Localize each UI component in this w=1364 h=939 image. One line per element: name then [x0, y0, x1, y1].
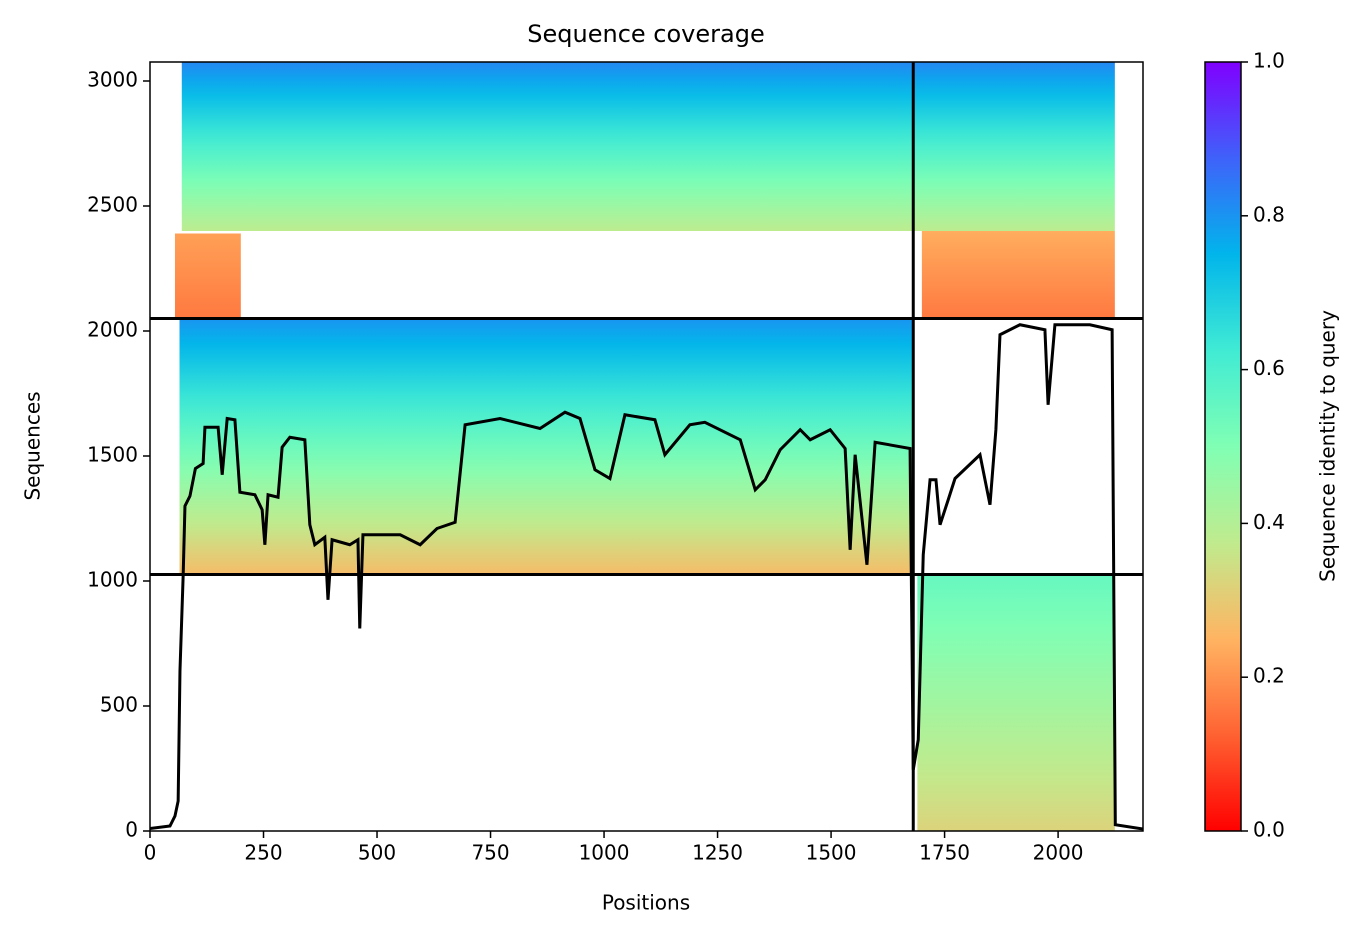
coverage-block: [913, 62, 1115, 231]
x-axis-label: Positions: [602, 891, 690, 915]
coverage-line: [150, 323, 1143, 831]
coverage-block: [174, 233, 241, 319]
x-tick-label: 1500: [806, 841, 857, 865]
y-tick-label: 500: [100, 693, 138, 717]
x-tick-label: 1250: [692, 841, 743, 865]
colorbar-tick-label: 0.2: [1253, 664, 1285, 688]
colorbar: [1204, 61, 1242, 832]
chart-title: Sequence coverage: [527, 20, 764, 48]
colorbar-tick-label: 0.6: [1253, 356, 1285, 380]
x-tick-label: 2000: [1033, 841, 1084, 865]
x-tick-label: 1000: [579, 841, 630, 865]
coverage-block: [179, 318, 914, 574]
y-tick-label: 1500: [87, 443, 138, 467]
x-tick-label: 1750: [919, 841, 970, 865]
colorbar-tick-label: 0.4: [1253, 510, 1285, 534]
y-tick-label: 1000: [87, 568, 138, 592]
x-tick-label: 500: [358, 841, 396, 865]
plot-frame: [149, 61, 1144, 832]
y-tick-label: 0: [125, 818, 138, 842]
colorbar-tick-label: 0.8: [1253, 202, 1285, 226]
x-tick-label: 750: [471, 841, 509, 865]
coverage-block: [921, 231, 1115, 319]
x-tick-label: 250: [244, 841, 282, 865]
colorbar-tick-label: 1.0: [1253, 49, 1285, 73]
colorbar-tick-label: 0.0: [1253, 818, 1285, 842]
colorbar-label: Sequence identity to query: [1316, 310, 1340, 582]
y-tick-label: 2500: [87, 193, 138, 217]
y-tick-label: 2000: [87, 318, 138, 342]
x-tick-label: 0: [144, 841, 157, 865]
coverage-block: [917, 574, 1115, 831]
coverage-block: [181, 62, 914, 231]
y-tick-label: 3000: [87, 68, 138, 92]
y-axis-label: Sequences: [21, 391, 45, 500]
